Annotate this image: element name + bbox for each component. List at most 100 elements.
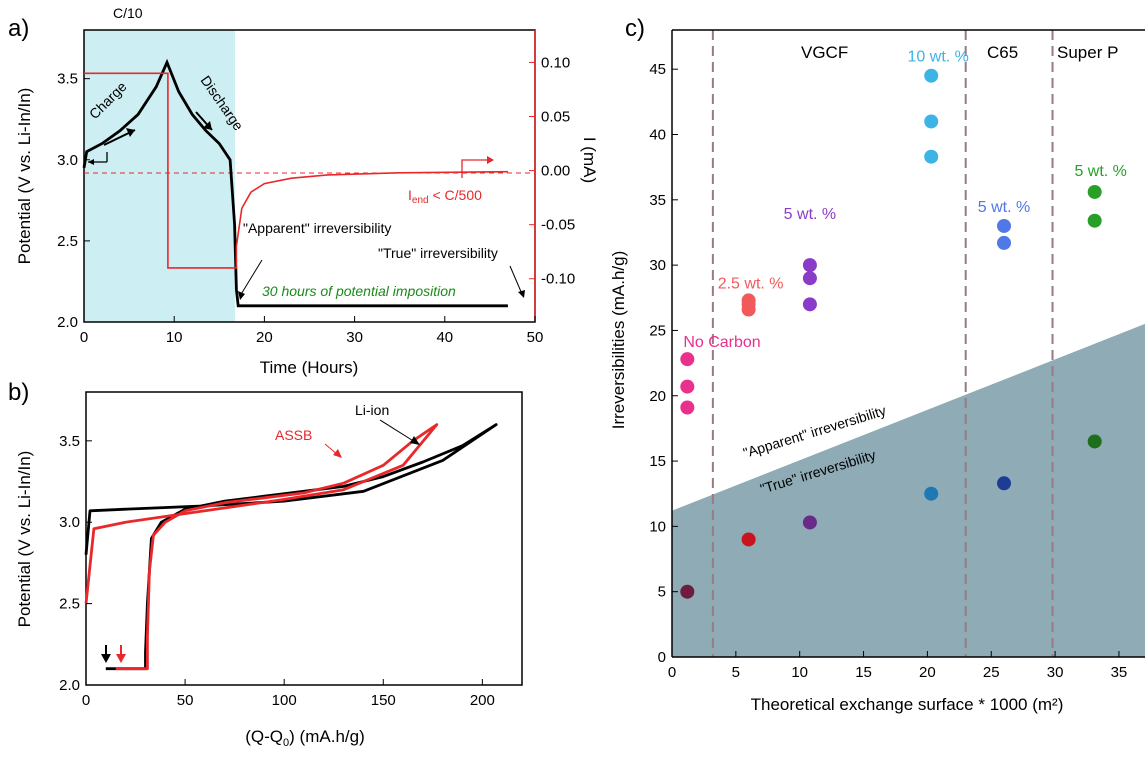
panel-a-series-potential — [82, 58, 508, 308]
panel-c-y-tick-label: 0 — [658, 649, 666, 666]
panel-a-label: a) — [8, 15, 29, 42]
panel-b-x-tick-label: 0 — [82, 692, 90, 709]
group-label: 10 wt. % — [908, 49, 969, 66]
iend-label-main: Iend < C/500 — [408, 187, 482, 206]
panel-c-x-tick-label: 25 — [983, 664, 1000, 681]
panel-b-x-tick-label: 150 — [371, 692, 396, 709]
panel-b-x-tick-label: 200 — [470, 692, 495, 709]
panel-a-y-tick-label: 3.5 — [57, 71, 78, 88]
panel-b-y-tick-label: 3.5 — [59, 433, 80, 450]
apparent-irreversibility-point — [997, 218, 1012, 233]
apparent-irreversibility-point — [1087, 184, 1102, 199]
panel-a-y-tick-label: 3.0 — [57, 152, 78, 169]
panel-a-y-right-tick-label: 0.10 — [541, 54, 570, 71]
panel-b-x-tick-label: 50 — [177, 692, 194, 709]
panel-c-y-tick-label: 35 — [649, 192, 666, 209]
panel-c-chart: 0 5 10 15 20 25 30 35 0 5 10 15 20 25 30 35 40 45 No Carb… — [609, 29, 1145, 714]
true-irreversibility-point — [802, 515, 817, 530]
panel-c-x-tick-label: 10 — [791, 664, 808, 681]
panel-a-x-tick-label: 40 — [436, 329, 453, 346]
right-axis-indicator-head — [487, 156, 494, 164]
panel-c-y-tick-label: 45 — [649, 61, 666, 78]
true-irreversibility-point — [741, 532, 756, 547]
right-axis-indicator — [461, 159, 490, 178]
panel-a-y-tick-label: 2.5 — [57, 233, 78, 250]
panel-a-y-right-title: I (mA) — [580, 137, 599, 183]
vgcf-region-label: VGCF — [801, 43, 848, 62]
panel-c-y-tick-label: 30 — [649, 257, 666, 274]
panel-b-y-tick-label: 2.5 — [59, 596, 80, 613]
panel-b-y-tick-label: 2.0 — [59, 677, 80, 694]
apparent-irreversibility-point — [997, 235, 1012, 250]
group-label: 5 wt. % — [978, 199, 1030, 216]
apparent-arrow — [239, 259, 263, 297]
apparent-arrowhead — [238, 291, 245, 300]
panel-c-x-tick-label: 35 — [1111, 664, 1128, 681]
panel-c-y-tick-label: 5 — [658, 584, 666, 601]
panel-c-y-tick-label: 15 — [649, 453, 666, 470]
panel-c-x-tick-label: 0 — [668, 664, 676, 681]
panel-a-x-tick-label: 10 — [166, 329, 183, 346]
assb-pointer-head — [333, 449, 342, 458]
apparent-irreversibility-point — [741, 302, 756, 317]
group-label: No Carbon — [683, 334, 760, 351]
panel-a-y-right-tick-label: 0.00 — [541, 163, 570, 180]
true-irreversibility-band — [672, 323, 1145, 657]
panel-a-x-tick-label: 50 — [527, 329, 544, 346]
group-label: 2.5 wt. % — [718, 275, 784, 292]
panel-a-x-tick-label: 20 — [256, 329, 273, 346]
panel-a-y-title: Potential (V vs. Li-In/In) — [15, 88, 34, 265]
li-ion-pointer — [379, 419, 416, 443]
panel-c-y-tick-label: 40 — [649, 127, 666, 144]
panel-c-x-tick-label: 5 — [732, 664, 740, 681]
panel-b-label: b) — [8, 379, 29, 406]
li-ion-label: Li-ion — [355, 402, 389, 418]
panel-c-x-title: Theoretical exchange surface * 1000 (m²) — [751, 695, 1064, 714]
apparent-irreversibility-point — [1087, 213, 1102, 228]
panel-b-x-title: (Q-Q0) (mA.h/g) — [245, 727, 364, 749]
panel-b-y-title: Potential (V vs. Li-In/In) — [15, 451, 34, 628]
panel-c-x-tick-label: 30 — [1047, 664, 1064, 681]
super-p-region-label: Super P — [1057, 43, 1118, 62]
panel-c-y-title: Irreversibilities (mA.h/g) — [609, 251, 628, 430]
panel-a-x-tick-label: 30 — [346, 329, 363, 346]
apparent-irreversibility-point — [924, 149, 939, 164]
apparent-irreversibility-point — [802, 258, 817, 273]
panel-c-label: c) — [625, 15, 645, 42]
apparent-irreversibility-point — [802, 271, 817, 286]
panel-b-x-tick-label: 100 — [272, 692, 297, 709]
panel-a-x-title: Time (Hours) — [260, 358, 359, 377]
true-irreversibility-point — [1087, 434, 1102, 449]
left-axis-indicator-head — [88, 159, 94, 165]
charge-arrowhead — [126, 128, 135, 137]
apparent-irreversibility-point — [680, 400, 695, 415]
true-irreversibility-label: "True" irreversibility — [378, 245, 498, 261]
apparent-irreversibility-point — [924, 68, 939, 83]
assb-start-arrowhead — [116, 654, 126, 663]
apparent-irreversibility-label: "Apparent" irreversibility — [243, 220, 391, 236]
group-label: 5 wt. % — [1074, 163, 1126, 180]
panel-b-plot-frame — [85, 391, 523, 686]
panel-a-y-tick-label: 2.0 — [57, 314, 78, 331]
panel-a-y-right-tick-label: 0.05 — [541, 109, 570, 126]
potential-imposition-label: 30 hours of potential imposition — [262, 283, 456, 299]
true-irreversibility-point — [680, 584, 695, 599]
apparent-irreversibility-point — [680, 379, 695, 394]
panel-c-y-tick-label: 25 — [649, 322, 666, 339]
panel-a-y-right-tick-label: -0.10 — [541, 271, 575, 288]
c10-label: C/10 — [113, 5, 143, 21]
true-arrowhead — [518, 290, 525, 298]
panel-a-x-tick-label: 0 — [80, 329, 88, 346]
true-irreversibility-point — [924, 486, 939, 501]
panel-b-chart: 0 50 100 150 200 2.0 2.5 3.0 3.5 ASSB Li-ion (Q-… — [15, 391, 523, 749]
group-label: 5 wt. % — [784, 206, 836, 223]
apparent-irreversibility-point — [802, 297, 817, 312]
c65-region-label: C65 — [987, 43, 1018, 62]
li-ion-start-arrowhead — [101, 654, 111, 663]
true-arrow — [509, 265, 523, 295]
apparent-irreversibility-point — [680, 352, 695, 367]
assb-label: ASSB — [275, 427, 312, 443]
panel-c-x-tick-label: 15 — [855, 664, 872, 681]
apparent-irreversibility-point — [924, 114, 939, 129]
